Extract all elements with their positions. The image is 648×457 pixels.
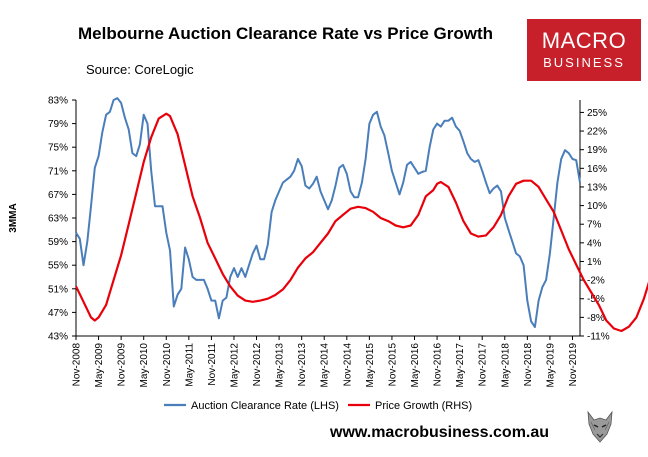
left-axis-tick-label: 43% [48,332,68,343]
right-axis-tick-label: -8% [587,313,605,324]
brand-logo[interactable]: MACRO BUSINESS [527,19,641,81]
chart-source: Source: CoreLogic [86,62,194,77]
x-axis-tick-label: May-2013 [275,343,286,388]
right-axis-tick-label: 16% [587,164,607,175]
right-axis-tick-label: 10% [587,201,607,212]
y-axis-label: 3MMA [8,203,19,232]
x-axis-tick-label: May-2011 [184,343,195,387]
legend-label: Price Growth (RHS) [375,400,472,412]
legend-layer: Auction Clearance Rate (LHS) Price Growth… [164,400,472,412]
right-axis-tick-label: 22% [587,127,607,138]
x-axis-tick-label: May-2016 [410,343,421,388]
right-axis-tick-label: 7% [587,220,602,231]
left-axis-tick-label: 79% [48,119,68,130]
left-axis-tick-label: 47% [48,308,68,319]
left-axis-tick-label: 55% [48,261,68,272]
x-axis-tick-label: Nov-2010 [162,343,173,387]
x-axis-tick-label: May-2018 [500,343,511,388]
x-axis-tick-label: Nov-2014 [342,343,353,387]
x-axis-tick-label: Nov-2017 [478,343,489,387]
x-axis-tick-label: May-2017 [455,343,466,388]
x-axis-tick-label: Nov-2019 [568,343,579,387]
x-axis-tick-label: Nov-2009 [117,343,128,387]
left-axis-tick-label: 83% [48,96,68,107]
x-axis-tick-label: May-2012 [229,343,240,388]
x-axis-tick-label: May-2015 [365,343,376,388]
right-axis-tick-label: 1% [587,257,602,268]
x-axis-tick-label: Nov-2016 [433,343,444,387]
x-axis-tick-label: Nov-2015 [387,343,398,387]
clearance-rate-series-line [75,97,581,329]
x-axis-tick-label: Nov-2013 [297,343,308,387]
left-axis-tick-label: 67% [48,190,68,201]
left-axis-tick-label: 63% [48,214,68,225]
right-axis-tick-label: 19% [587,145,607,156]
x-axis-tick-label: May-2019 [545,343,556,388]
x-axis-tick-label: May-2009 [94,343,105,388]
x-axis-tick-label: Nov-2012 [252,343,263,387]
right-axis-tick-label: 25% [587,108,607,119]
left-axis-tick-label: 71% [48,166,68,177]
x-axis-tick-label: Nov-2018 [523,343,534,387]
right-axis-tick-label: -11% [587,332,610,343]
legend-label: Auction Clearance Rate (LHS) [191,400,339,412]
x-axis-tick-label: May-2014 [320,343,331,388]
series-layer [75,97,648,333]
x-axis-tick-label: May-2010 [139,343,150,388]
right-axis-tick-label: 4% [587,238,602,249]
x-axis-tick-label: Nov-2011 [207,343,218,386]
x-axis-tick-label: Nov-2008 [72,343,83,387]
left-axis-tick-label: 75% [48,143,68,154]
left-axis-tick-label: 59% [48,237,68,248]
brand-logo-line1: MACRO [541,28,627,53]
price-growth-series-line [75,112,648,333]
right-axis-tick-label: -2% [587,276,605,287]
chart-title: Melbourne Auction Clearance Rate vs Pric… [78,24,494,43]
brand-logo-line2: BUSINESS [543,55,625,70]
left-axis-tick-label: 51% [48,284,68,295]
axes-layer: 43% 47% 51% 55% 59% 63% 67% 71% 75% 79% 83% -11% -8%… [8,96,610,388]
right-axis-tick-label: 13% [587,182,607,193]
wolf-logo-icon [587,410,613,443]
site-url-link[interactable]: www.macrobusiness.com.au [330,424,550,441]
